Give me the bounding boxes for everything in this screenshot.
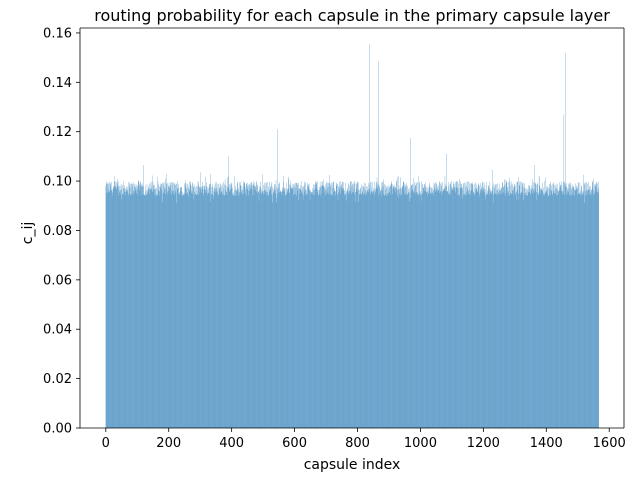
- y-tick-label: 0.02: [43, 372, 72, 387]
- bars-group: [105, 44, 599, 429]
- x-tick-label: 1000: [404, 436, 437, 451]
- axes-group: 0 200 400 600 800 1000 1200 1400 1600 0.00 0.02 0.0…: [43, 26, 626, 451]
- y-tick-label: 0.04: [43, 323, 72, 338]
- x-tick-label: 400: [219, 436, 244, 451]
- x-tick-label: 0: [102, 436, 110, 451]
- x-axis-label: capsule index: [304, 457, 401, 473]
- x-tick-label: 200: [156, 436, 181, 451]
- x-tick-label: 1200: [467, 436, 500, 451]
- y-tick-label: 0.06: [43, 273, 72, 288]
- x-tick-label: 800: [345, 436, 370, 451]
- chart-title: routing probability for each capsule in …: [94, 6, 610, 25]
- y-axis-label: c_ij: [20, 222, 36, 244]
- x-tick-label: 600: [282, 436, 307, 451]
- y-tick-label: 0.14: [43, 76, 72, 91]
- y-tick-label: 0.00: [43, 422, 72, 437]
- x-tick-label: 1400: [530, 436, 563, 451]
- y-tick-label: 0.16: [43, 26, 72, 41]
- y-tick-label: 0.10: [43, 175, 72, 190]
- x-tick-label: 1600: [593, 436, 626, 451]
- y-tick-label: 0.08: [43, 224, 72, 239]
- y-tick-label: 0.12: [43, 125, 72, 140]
